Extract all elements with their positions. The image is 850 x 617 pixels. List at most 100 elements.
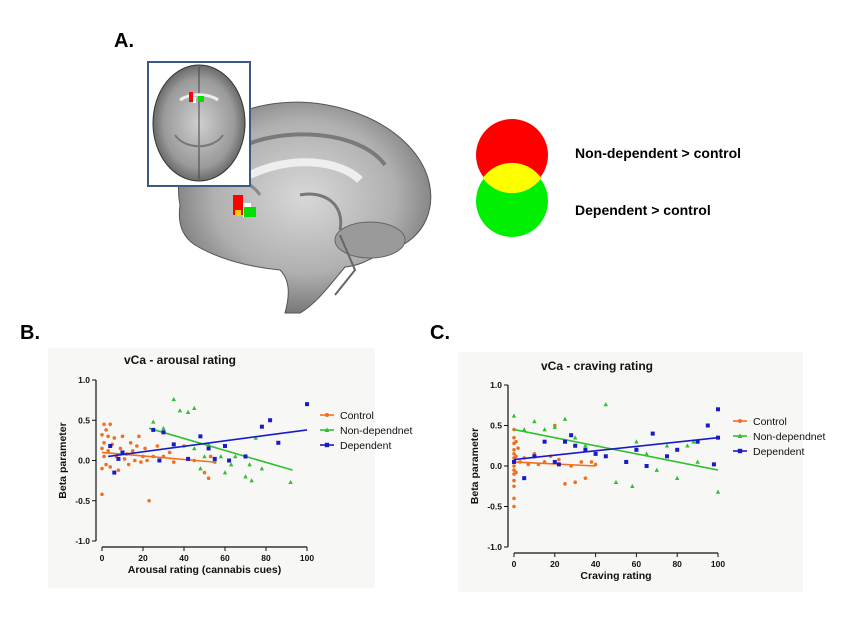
legend-label-dependent: Dependent [753,446,804,458]
legend-label-non-dependnet: Non-dependnet [753,431,825,443]
dependent-point [542,439,547,444]
control-point [512,478,516,483]
control-point [514,470,518,475]
dependent-point [650,431,655,436]
non-dependnet-point [161,425,166,431]
venn-diagram [476,119,548,237]
y-axis-label: Beta parameter [469,428,481,504]
control-point [122,457,127,461]
x-tick-label: 60 [220,553,230,563]
non-dependnet-point [151,419,156,424]
non-dependnet-fit-line [513,428,719,471]
x-tick-label: 80 [672,559,682,569]
y-tick-label: -0.5 [75,496,90,506]
x-tick-label: 100 [300,553,314,563]
control-point [161,454,166,459]
dependent-point [624,459,629,464]
y-tick-label: 1.0 [78,375,90,385]
dependent-point [227,458,232,463]
non-dependnet-point [603,402,608,407]
legend-label-non-dependnet: Non-dependnet [340,425,412,437]
y-tick-label: 0.0 [78,456,90,466]
control-point [512,464,516,468]
dependent-point [716,407,720,412]
control-point [526,462,531,467]
y-tick-label: 0.0 [490,461,502,471]
non-dependnet-point [228,462,234,467]
dependent-point [603,454,608,459]
legend-marker-dependent [324,442,330,448]
y-tick-label: -0.5 [487,502,502,512]
non-dependnet-point [675,475,680,480]
panel-label-c: C. [430,322,450,344]
dependent-point [212,456,217,461]
legend-marker-dependent [737,448,743,454]
non-dependnet-point [202,454,207,459]
legend-label-dependent: Dependent [340,440,391,452]
non-dependnet-fit-line [148,427,293,471]
dependent-point [223,444,227,449]
non-dependnet-point [532,419,537,424]
y-tick-label: 0.5 [78,415,90,425]
x-tick-label: 100 [711,559,725,569]
dependent-point [120,450,125,455]
non-dependnet-point [253,435,258,440]
control-point [208,454,213,459]
control-point [120,434,125,439]
control-point [108,465,112,469]
non-dependnet-point [185,409,191,414]
y-tick-label: -1.0 [75,536,90,546]
control-point [206,476,211,481]
y-tick-label: 0.5 [490,421,502,431]
control-point [557,457,561,462]
venn-label-dependent: Dependent > control [575,202,711,218]
dependent-fit-line [108,429,308,458]
dependent-point [665,454,669,459]
dependent-point [161,430,166,435]
y-tick-label: -1.0 [487,542,502,552]
x-tick-label: 0 [100,553,105,563]
non-dependnet-point [573,435,578,440]
control-point [512,448,516,452]
non-dependnet-point [192,446,197,451]
control-point [102,454,106,459]
control-point [135,444,139,448]
control-point [137,434,141,439]
control-point [569,464,573,468]
non-dependnet-point [259,466,265,471]
dependent-point [276,440,281,445]
control-point [128,440,133,445]
non-dependnet-point [249,478,254,483]
dependent-point [305,402,309,407]
non-dependnet-point [171,396,176,402]
control-point [126,462,131,467]
control-point [108,422,112,427]
control-point [202,470,207,475]
non-dependnet-point [177,408,183,413]
control-point [512,504,516,509]
non-dependnet-point [218,454,224,459]
non-dependnet-point [198,466,203,471]
non-dependnet-point [552,424,557,429]
control-point [102,422,106,427]
chart-title: vCa - craving rating [541,359,653,373]
dependent-point [206,446,211,451]
dependent-point [171,442,176,447]
control-point [593,462,598,467]
control-point [130,449,135,453]
control-point [536,462,541,467]
dependent-point [593,451,598,456]
dependent-point [522,476,527,481]
non-dependnet-point [691,439,696,444]
control-fit-line [513,461,596,467]
dependent-point [573,443,578,448]
x-tick-label: 40 [179,553,189,563]
dependent-point [186,456,191,461]
non-dependnet-point [206,442,211,447]
x-tick-label: 60 [632,559,642,569]
y-axis-label: Beta parameter [57,422,69,498]
x-tick-label: 20 [138,553,148,563]
control-point [589,460,594,464]
control-point [116,468,121,472]
